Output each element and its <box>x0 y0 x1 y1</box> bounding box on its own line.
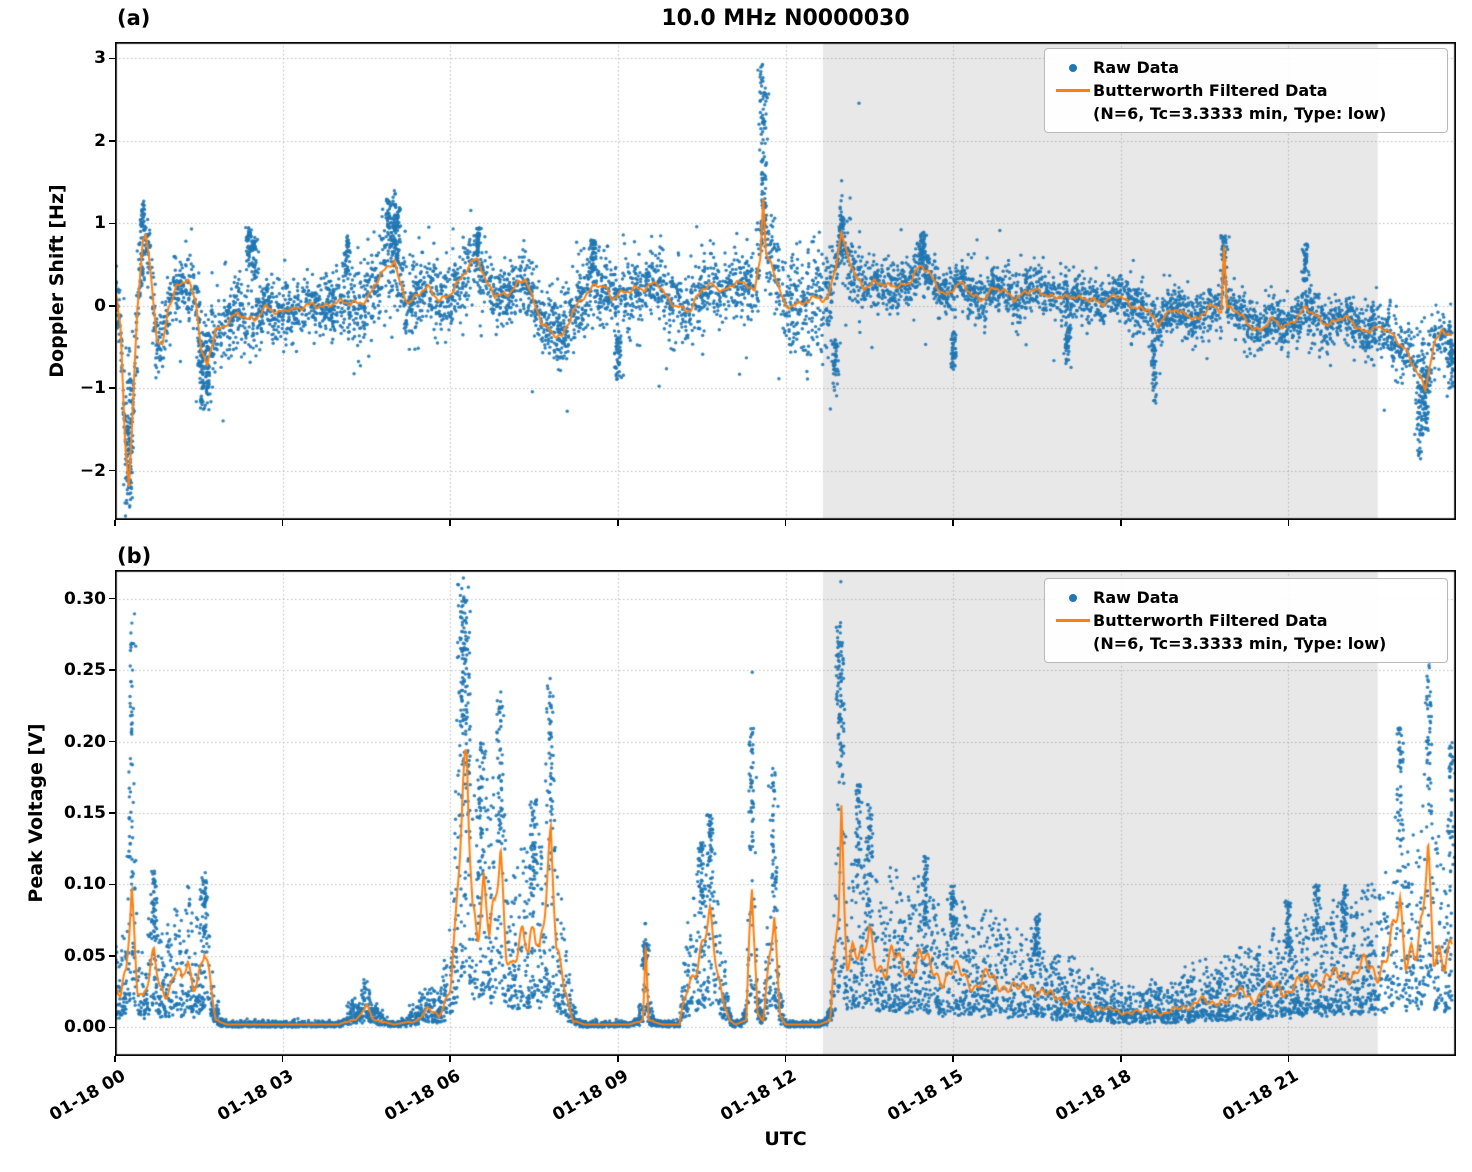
x-tick-mark <box>617 520 619 526</box>
x-tick-mark <box>1287 520 1290 526</box>
filtered-line-marker-icon <box>1053 89 1093 92</box>
y-tick-label: 3 <box>94 48 106 69</box>
y-tick-mark <box>109 597 115 600</box>
panel-a-label: (a) <box>117 6 151 30</box>
x-tick-mark <box>1119 520 1122 526</box>
legend-filtered-label: Butterworth Filtered Data <box>1093 81 1328 100</box>
x-tick-mark <box>1119 1056 1122 1062</box>
y-tick-mark <box>109 740 115 743</box>
y-tick-mark <box>109 812 115 814</box>
y-tick-mark <box>109 469 115 472</box>
x-tick-label: 01-18 03 <box>213 1066 297 1126</box>
x-tick-label: 01-18 09 <box>549 1066 632 1126</box>
y-tick-label: 0.25 <box>64 660 106 681</box>
x-tick-mark <box>784 520 787 526</box>
y-tick-label: 0.05 <box>64 945 106 966</box>
legend-raw-row: Raw Data <box>1053 586 1437 609</box>
y-tick-mark <box>109 1026 115 1029</box>
x-tick-label: 01-18 21 <box>1219 1066 1303 1126</box>
x-axis-label: UTC <box>764 1128 807 1150</box>
y-tick-label: 0 <box>94 295 106 316</box>
y-tick-label: −1 <box>79 378 106 399</box>
legend-raw-label: Raw Data <box>1093 58 1179 77</box>
y-tick-label: 1 <box>94 213 106 234</box>
x-tick-label: 01-18 15 <box>884 1066 968 1126</box>
y-tick-mark <box>109 57 115 60</box>
legend-raw-label: Raw Data <box>1093 588 1179 607</box>
legend-filtered-params-row: (N=6, Tc=3.3333 min, Type: low) <box>1053 102 1437 125</box>
y-tick-mark <box>109 304 115 307</box>
x-tick-label: 01-18 18 <box>1052 1066 1135 1126</box>
x-tick-mark <box>617 1056 619 1062</box>
y-tick-label: 2 <box>94 130 106 151</box>
x-tick-mark <box>281 520 284 526</box>
y-tick-label: 0.20 <box>64 731 106 752</box>
legend-filtered-params-row: (N=6, Tc=3.3333 min, Type: low) <box>1053 632 1437 655</box>
x-tick-mark <box>114 1056 116 1062</box>
y-tick-label: 0.15 <box>64 803 106 823</box>
figure-title: 10.0 MHz N0000030 <box>661 6 910 31</box>
x-tick-mark <box>449 520 452 526</box>
panel-a-legend: Raw Data Butterworth Filtered Data (N=6,… <box>1044 48 1448 133</box>
y-tick-label: 0.00 <box>64 1017 106 1038</box>
x-tick-mark <box>952 520 954 526</box>
legend-filtered-params: (N=6, Tc=3.3333 min, Type: low) <box>1093 104 1387 123</box>
x-tick-mark <box>114 520 116 526</box>
x-tick-label: 01-18 06 <box>381 1066 465 1126</box>
legend-filtered-label: Butterworth Filtered Data <box>1093 611 1328 630</box>
y-tick-mark <box>109 883 115 886</box>
y-tick-mark <box>109 669 115 671</box>
x-tick-label: 01-18 12 <box>716 1066 800 1126</box>
y-tick-mark <box>109 387 115 389</box>
x-tick-label: 01-18 00 <box>46 1066 129 1126</box>
legend-raw-row: Raw Data <box>1053 56 1437 79</box>
legend-filtered-params: (N=6, Tc=3.3333 min, Type: low) <box>1093 634 1387 653</box>
y-tick-label: 0.10 <box>64 874 106 895</box>
x-tick-mark <box>449 1056 452 1062</box>
x-tick-mark <box>784 1056 787 1062</box>
x-tick-mark <box>952 1056 954 1062</box>
x-tick-mark <box>281 1056 284 1062</box>
filtered-line-marker-icon <box>1053 619 1093 622</box>
raw-data-marker-icon <box>1053 63 1093 72</box>
panel-b-label: (b) <box>117 544 152 568</box>
x-tick-mark <box>1287 1056 1290 1062</box>
raw-data-marker-icon <box>1053 593 1093 602</box>
legend-filtered-row: Butterworth Filtered Data <box>1053 79 1437 102</box>
legend-filtered-row: Butterworth Filtered Data <box>1053 609 1437 632</box>
y-tick-mark <box>109 140 115 142</box>
panel-b-legend: Raw Data Butterworth Filtered Data (N=6,… <box>1044 578 1448 663</box>
y-tick-mark <box>109 955 115 957</box>
y-tick-mark <box>109 222 115 225</box>
y-tick-label: −2 <box>79 460 106 481</box>
y-tick-label: 0.30 <box>64 588 106 609</box>
